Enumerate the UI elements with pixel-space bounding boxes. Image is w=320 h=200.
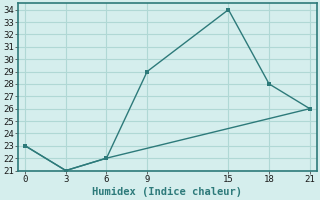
X-axis label: Humidex (Indice chaleur): Humidex (Indice chaleur)	[92, 186, 243, 197]
